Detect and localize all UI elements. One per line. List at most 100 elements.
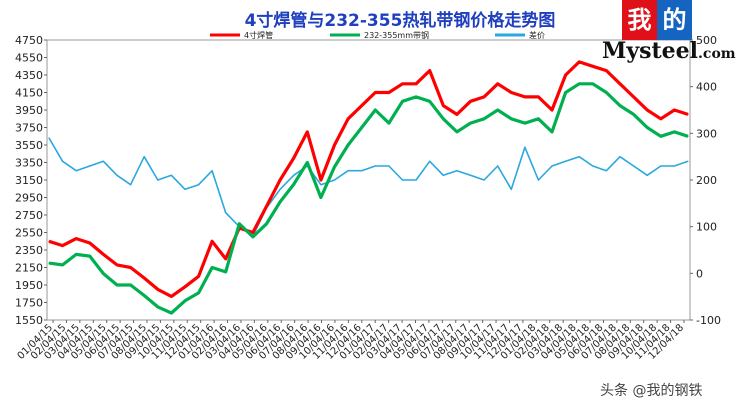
series-0-point [673, 109, 676, 111]
series-1-point [687, 135, 689, 137]
right-tick-label: 500 [696, 34, 717, 47]
series-2-point [524, 146, 526, 148]
series-1-point [388, 122, 390, 124]
series-1-point [333, 166, 336, 168]
series-1-point [497, 109, 499, 111]
legend-label-0: 4寸焊管 [244, 30, 273, 40]
chart-title: 4寸焊管与232-355热轧带钢价格走势图 [245, 10, 556, 31]
series-1-point [429, 100, 431, 102]
series-0-point [157, 288, 159, 290]
series-0-point [265, 205, 268, 207]
series-0-point [415, 83, 417, 85]
right-tick-label: -100 [696, 314, 721, 327]
right-tick-label: 200 [696, 174, 717, 187]
series-1-point [306, 161, 308, 164]
series-2-point [320, 184, 322, 186]
series-1-point [102, 273, 104, 275]
left-tick-label: 1750 [15, 297, 43, 310]
series-1-point [62, 264, 64, 266]
series-1-point [170, 312, 172, 314]
series-0-point [102, 253, 104, 255]
series-1-point [116, 284, 118, 286]
plot-area [46, 39, 691, 321]
series-2-point [116, 174, 118, 176]
series-0-point [333, 144, 336, 146]
series-1-point [361, 126, 363, 129]
left-tick-label: 3150 [15, 174, 43, 187]
series-1-point [184, 300, 186, 302]
series-1-point [293, 183, 295, 185]
series-0-point [198, 275, 200, 277]
series-2-point [170, 174, 172, 176]
series-2-point [442, 174, 444, 176]
logo-badge: 我 的 [622, 0, 692, 40]
series-0-point [537, 96, 540, 98]
series-0-point [619, 83, 621, 85]
watermark: 头条 @我的钢铁 [600, 383, 703, 399]
legend-label-2: 差价 [529, 30, 545, 40]
series-2-point [578, 156, 580, 158]
series-0-point [130, 266, 132, 269]
series-0-point [306, 131, 308, 133]
logo-char-2: 的 [657, 0, 692, 40]
left-tick-label: 3350 [15, 157, 43, 170]
series-0-point [442, 105, 444, 107]
legend-label-1: 232-355mm带钢 [364, 30, 429, 40]
left-tick-label: 2150 [15, 262, 43, 275]
series-1-point [510, 118, 512, 120]
right-tick-label: 400 [696, 81, 717, 94]
logo-site: Mysteel.com [602, 38, 736, 64]
series-1-point [646, 126, 648, 129]
right-tick-label: 300 [696, 127, 717, 140]
series-2-point [130, 184, 132, 186]
series-1-point [442, 118, 444, 120]
series-2-point [75, 170, 77, 172]
right-tick-label: 0 [696, 267, 703, 280]
series-1-point [619, 105, 621, 107]
series-1-point [537, 118, 540, 120]
series-1-point [551, 131, 553, 133]
series-0-point [361, 105, 363, 107]
series-1-point [469, 122, 472, 124]
series-0-point [646, 109, 648, 111]
series-1-point [592, 83, 594, 85]
series-0-point [456, 113, 458, 115]
series-0-point [279, 179, 281, 181]
series-1-point [143, 294, 145, 297]
series-1-point [565, 91, 567, 94]
series-0-point [483, 96, 485, 98]
series-2-point [157, 179, 159, 181]
left-tick-label: 2550 [15, 227, 43, 240]
series-2-point [605, 170, 608, 172]
series-0-point [143, 277, 145, 279]
series-1-point [374, 109, 376, 111]
series-0-point [565, 74, 567, 76]
series-0-point [578, 61, 580, 63]
series-2-point [143, 156, 145, 158]
left-tick-label: 4550 [15, 52, 43, 65]
series-1-point [279, 201, 281, 203]
series-2-point [646, 174, 648, 176]
series-2-point [633, 165, 635, 167]
series-0-point [551, 109, 553, 111]
series-0-point [293, 157, 295, 159]
series-1-point [401, 100, 404, 102]
series-2-point [592, 165, 594, 167]
logo-site-name: Mysteel [602, 38, 699, 64]
series-2-point [388, 165, 390, 167]
series-1-point [673, 131, 676, 133]
series-1-point [660, 135, 662, 137]
series-2-point [48, 137, 50, 139]
mysteel-logo: 我 的 Mysteel.com [600, 0, 736, 66]
left-tick-label: 3750 [15, 122, 43, 135]
series-0-point [320, 179, 322, 181]
series-1-point [225, 271, 227, 273]
series-2-point [225, 212, 227, 214]
right-tick-label: 100 [696, 221, 717, 234]
series-2-point [551, 165, 553, 167]
series-2-point [415, 179, 417, 181]
series-1-point [265, 223, 268, 225]
series-0-point [89, 242, 91, 244]
series-1-point [320, 196, 322, 199]
series-2-point [89, 165, 91, 167]
